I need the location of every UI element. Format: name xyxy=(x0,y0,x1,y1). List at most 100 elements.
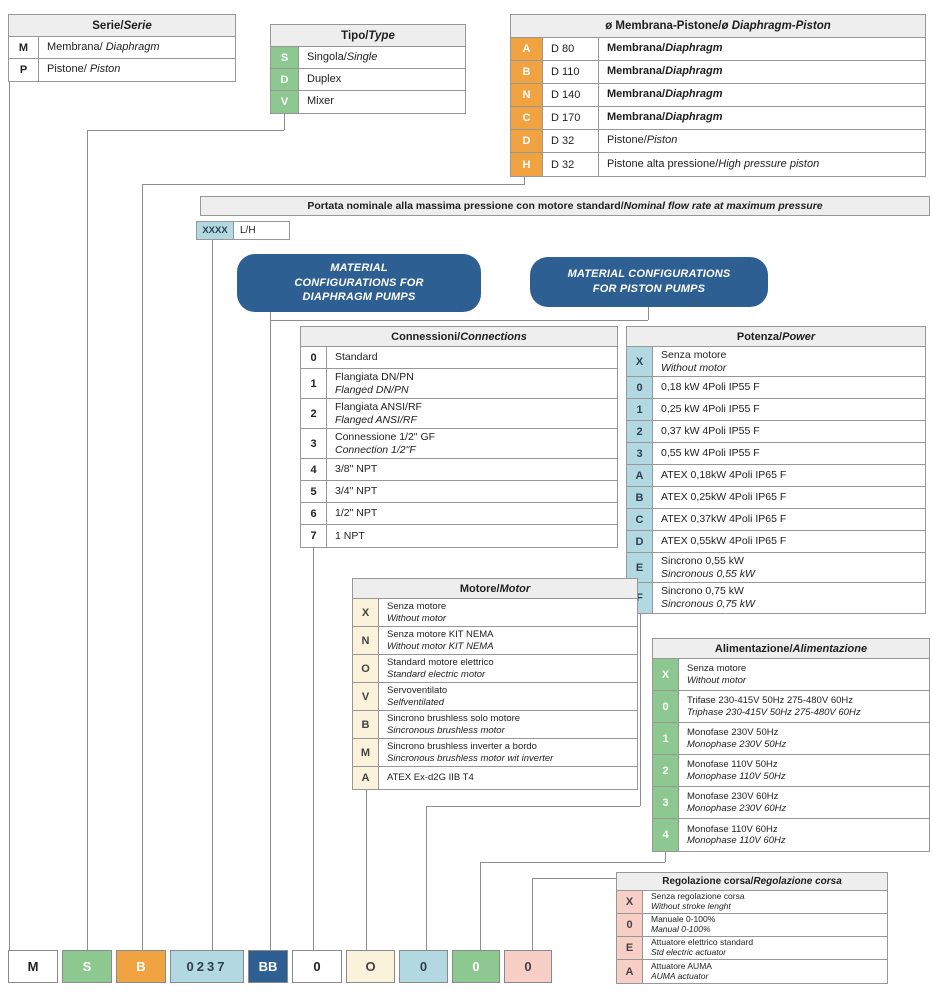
text-primary: Senza motore KIT NEMA xyxy=(387,629,494,641)
model-code-cell-3: 0237 xyxy=(170,950,244,983)
material-box-line: MATERIAL xyxy=(330,261,388,274)
material-config-diaphragm-box: MATERIAL CONFIGURATIONS FOR DIAPHRAGM PUMP… xyxy=(237,254,481,312)
description-line: Duplex xyxy=(307,73,459,86)
text-primary: Membrana/ xyxy=(607,42,666,55)
description-line: Sincronous brushless motor wit inverter xyxy=(387,753,631,764)
text-secondary: Diaphragm xyxy=(665,88,723,101)
connector-line xyxy=(480,862,481,950)
text-secondary: Power xyxy=(782,330,816,343)
text-secondary: Regolazione corsa xyxy=(753,876,842,887)
description-line: ATEX 0,55kW 4Poli IP65 F xyxy=(661,535,919,548)
description-cell: Manuale 0-100% Manual 0-100% xyxy=(643,914,887,936)
description-cell: ATEX 0,55kW 4Poli IP65 F xyxy=(653,531,925,552)
material-box-line: CONFIGURATIONS FOR xyxy=(294,276,424,289)
connections-table: Connessioni/Connections 0 Standard 1 Flangia… xyxy=(300,326,618,548)
connector-line xyxy=(270,320,648,321)
description-line: Triphase 230-415V 50Hz 275-480V 60Hz xyxy=(687,707,923,718)
description-cell: Pistone alta pressione/High pressure pis… xyxy=(599,153,925,176)
description-line: Standard xyxy=(335,351,611,364)
text-primary: 0,25 kW 4Poli IP55 F xyxy=(661,403,760,416)
table-title: Potenza/Power xyxy=(627,327,925,347)
description-line: Without stroke lenght xyxy=(651,901,881,912)
size-cell: D 80 xyxy=(543,38,599,60)
description-line: 3/4" NPT xyxy=(335,485,611,498)
text-secondary: Flanged DN/PN xyxy=(335,383,409,396)
description-cell: Senza regolazione corsa Without stroke le… xyxy=(643,891,887,913)
connector-line xyxy=(640,612,641,806)
text-secondary: Type xyxy=(368,29,395,42)
model-code-cell-2: B xyxy=(116,950,166,983)
code-cell: 2 xyxy=(653,755,679,786)
description-line: Sincrono 0,75 kW xyxy=(661,585,919,598)
text-secondary: Piston xyxy=(646,134,678,147)
connector-line xyxy=(480,862,665,863)
code-cell: B xyxy=(353,711,379,738)
description-line: Without motor KIT NEMA xyxy=(387,641,631,652)
text-secondary: Without stroke lenght xyxy=(651,901,731,911)
table-title: Tipo/Type xyxy=(271,25,465,47)
text-primary: Manuale 0-100% xyxy=(651,914,716,925)
description-cell: Flangiata ANSI/RF Flanged ANSI/RF xyxy=(327,399,617,428)
text-secondary: Triphase 230-415V 50Hz 275-480V 60Hz xyxy=(687,706,861,718)
code-cell: X xyxy=(627,347,653,376)
text-secondary: Diaphragm xyxy=(105,40,160,53)
text-primary: Tipo/ xyxy=(341,29,369,42)
connector-line xyxy=(270,312,271,950)
connector-line xyxy=(212,240,213,950)
text-primary: Potenza/ xyxy=(736,330,783,343)
description-line: 0,55 kW 4Poli IP55 F xyxy=(661,447,919,460)
table-row: V Servoventilato Selfventilated xyxy=(353,683,637,711)
table-row: B ATEX 0,25kW 4Poli IP65 F xyxy=(627,487,925,509)
code-cell: B xyxy=(627,487,653,508)
description-line: 0,25 kW 4Poli IP55 F xyxy=(661,403,919,416)
description-cell: Sincrono brushless inverter a bordo Sincr… xyxy=(379,739,637,766)
code-cell: A xyxy=(511,38,543,60)
description-line: Monophase 230V 50Hz xyxy=(687,739,923,750)
table-title: Regolazione corsa/Regolazione corsa xyxy=(617,873,887,891)
code-cell: X xyxy=(653,659,679,690)
text-secondary: Sincronous brushless motor xyxy=(387,724,505,736)
text-secondary: Std electric actuator xyxy=(651,947,727,957)
description-line: Connessione 1/2" GF xyxy=(335,431,611,444)
description-line: 0,37 kW 4Poli IP55 F xyxy=(661,425,919,438)
code-cell: S xyxy=(271,47,299,68)
text-primary: Membrana/ xyxy=(607,111,666,124)
description-cell: 0,18 kW 4Poli IP55 F xyxy=(653,377,925,398)
connector-line xyxy=(532,878,616,879)
text-secondary: Serie xyxy=(123,19,152,32)
text-primary: 3/8" NPT xyxy=(335,463,378,476)
text-primary: Alimentazione/ xyxy=(714,642,793,655)
text-primary: 1/2" NPT xyxy=(335,507,378,520)
text-primary: Senza motore xyxy=(687,663,747,675)
table-title: Alimentazione/Alimentazione xyxy=(653,639,929,659)
text-primary: Membrana/ xyxy=(47,40,106,53)
description-line: Standard motore elettrico xyxy=(387,657,631,668)
text-secondary: Monophase 230V 50Hz xyxy=(687,738,787,750)
table-title: Serie/Serie xyxy=(9,15,235,37)
connector-line xyxy=(426,806,427,950)
description-line: Monofase 110V 60Hz xyxy=(687,824,923,835)
description-line: Std electric actuator xyxy=(651,947,881,958)
description-cell: Sincrono 0,55 kW Sincronous 0,55 kW xyxy=(653,553,925,582)
table-row: E Sincrono 0,55 kW Sincronous 0,55 kW xyxy=(627,553,925,583)
code-cell: A xyxy=(353,767,379,789)
code-cell: D xyxy=(627,531,653,552)
connector-line xyxy=(87,130,88,950)
description-cell: Senza motore Without motor xyxy=(653,347,925,376)
text-secondary: Single xyxy=(346,50,378,63)
material-box-line: MATERIAL CONFIGURATIONS xyxy=(567,268,731,281)
description-line: 1 NPT xyxy=(335,530,611,543)
text-primary: Sincrono 0,75 kW xyxy=(661,585,744,598)
code-cell: V xyxy=(271,91,299,113)
table-row: 0 Manuale 0-100% Manual 0-100% xyxy=(617,914,887,937)
connector-line xyxy=(366,788,367,950)
material-box-line: FOR PISTON PUMPS xyxy=(592,283,706,295)
description-line: Senza regolazione corsa xyxy=(651,891,881,902)
table-row: F Sincrono 0,75 kW Sincronous 0,75 kW xyxy=(627,583,925,613)
connector-line xyxy=(87,130,284,131)
table-row: E Attuatore elettrico standard Std electri… xyxy=(617,937,887,960)
text-secondary: Without motor xyxy=(661,361,727,374)
text-primary: 0,55 kW 4Poli IP55 F xyxy=(661,447,760,460)
size-cell: D 140 xyxy=(543,84,599,106)
